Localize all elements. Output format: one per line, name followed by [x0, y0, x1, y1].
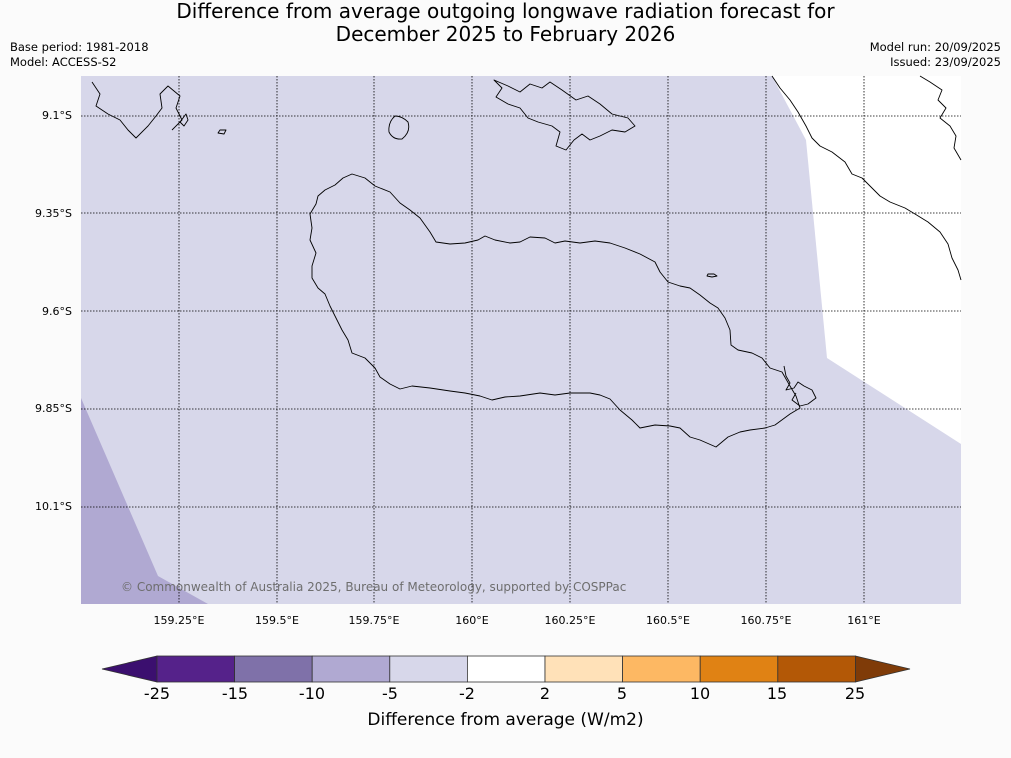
colorbar-tick: 15	[766, 684, 788, 703]
colorbar-segment	[156, 655, 235, 683]
fill-white-region	[772, 76, 961, 444]
colorbar-tick: -5	[382, 684, 398, 703]
coastlines	[91, 75, 962, 448]
coast-nggela	[493, 79, 636, 151]
lat-label: 9.6°S	[42, 305, 72, 318]
fill-darker-lavender	[81, 398, 208, 604]
colorbar-tick: -10	[298, 684, 326, 703]
lon-label: 160°E	[455, 614, 489, 627]
colorbar-tick: -25	[143, 684, 171, 703]
coast-marau-islets	[783, 365, 817, 407]
coast-islet	[706, 273, 718, 278]
lon-label: 159.75°E	[348, 614, 400, 627]
meta-right: Model run: 20/09/2025 Issued: 23/09/2025	[870, 40, 1001, 70]
colorbar-segment	[234, 655, 313, 683]
lat-label: 9.85°S	[35, 402, 72, 415]
lat-label: 10.1°S	[35, 500, 72, 513]
colorbar-segment	[544, 655, 623, 683]
lon-label: 160.75°E	[740, 614, 792, 627]
lat-label: 9.1°S	[42, 109, 72, 122]
coast-malaita	[771, 75, 962, 281]
colorbar-tick: -2	[459, 684, 475, 703]
coast-guadalcanal	[309, 173, 801, 448]
lat-label: 9.35°S	[35, 207, 72, 220]
colorbar-extend-low	[101, 655, 158, 683]
coast-savo-islands	[91, 81, 183, 139]
colorbar-label: Difference from average (W/m2)	[367, 710, 644, 730]
issued-date: Issued: 23/09/2025	[890, 55, 1001, 69]
coast-malaita-north	[919, 75, 962, 161]
lon-label: 160.5°E	[646, 614, 690, 627]
model-run: Model run: 20/09/2025	[869, 40, 1001, 54]
colorbar-tick: -15	[221, 684, 249, 703]
title-line-2: December 2025 to February 2026	[335, 22, 676, 46]
colorbar-tick: 5	[616, 684, 628, 703]
colorbar-segment	[699, 655, 779, 683]
coast-islet	[217, 129, 227, 135]
coast-islet	[179, 113, 189, 127]
colorbar-extend-high	[855, 655, 911, 683]
coast-islet	[388, 115, 410, 140]
base-period: Base period: 1981-2018	[10, 40, 149, 54]
colorbar-segment	[311, 655, 391, 683]
colorbar-tick: 25	[844, 684, 866, 703]
colorbar-tick: 2	[539, 684, 551, 703]
lon-label: 159.5°E	[255, 614, 299, 627]
chart-title: Difference from average outgoing longwav…	[0, 0, 1011, 46]
lon-label: 161°E	[847, 614, 881, 627]
colorbar-segment	[389, 655, 468, 683]
lon-label: 159.25°E	[153, 614, 205, 627]
model-name: Model: ACCESS-S2	[10, 55, 117, 69]
colorbar-segment	[777, 655, 856, 683]
copyright-notice: © Commonwealth of Australia 2025, Bureau…	[121, 580, 627, 594]
graticule	[81, 76, 961, 604]
colorbar-segment	[466, 655, 546, 683]
title-line-1: Difference from average outgoing longwav…	[176, 0, 835, 23]
colorbar-tick: 10	[689, 684, 711, 703]
meta-left: Base period: 1981-2018 Model: ACCESS-S2	[10, 40, 149, 70]
colorbar-segments	[101, 655, 911, 683]
lon-label: 160.25°E	[544, 614, 596, 627]
colorbar-segment	[622, 655, 701, 683]
